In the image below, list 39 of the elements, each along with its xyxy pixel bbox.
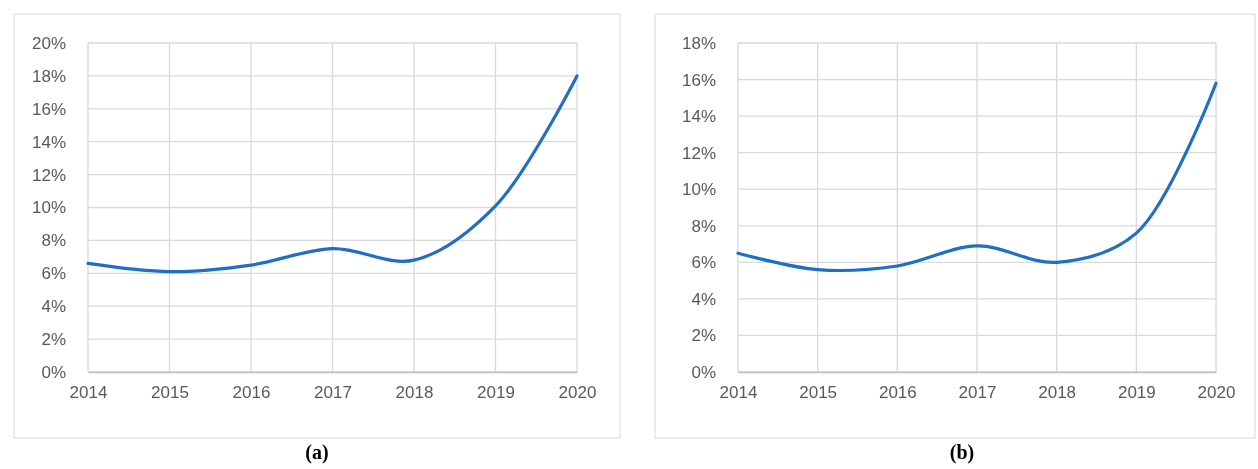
y-tick-label: 2%	[691, 326, 716, 346]
y-tick-label: 14%	[681, 107, 716, 127]
x-tick-label: 2019	[477, 383, 515, 403]
x-tick-label: 2015	[799, 383, 838, 403]
y-tick-label: 6%	[41, 264, 66, 284]
y-tick-label: 12%	[31, 165, 66, 185]
x-tick-label: 2017	[958, 383, 997, 403]
y-tick-label: 18%	[31, 66, 66, 86]
y-tick-label: 16%	[681, 70, 716, 90]
y-tick-label: 10%	[31, 198, 66, 218]
line-series	[736, 81, 1218, 273]
y-tick-label: 18%	[681, 33, 716, 53]
y-tick-label: 12%	[681, 143, 716, 163]
y-tick-label: 6%	[691, 253, 716, 273]
y-tick-label: 14%	[31, 132, 66, 152]
y-tick-label: 20%	[31, 33, 66, 53]
x-tick-label: 2016	[232, 383, 271, 403]
x-tick-label: 2019	[1117, 383, 1156, 403]
y-tick-label: 0%	[41, 362, 66, 382]
y-tick-label: 4%	[691, 289, 716, 309]
y-tick-label: 4%	[41, 297, 66, 317]
line-series	[86, 74, 579, 274]
y-tick-label: 8%	[691, 216, 716, 236]
text: (a)	[305, 441, 329, 464]
x-tick-label: 2018	[1038, 383, 1077, 403]
x-tick-label: 2017	[314, 383, 352, 403]
y-tick-label: 2%	[41, 330, 66, 350]
x-tick-label: 2014	[719, 383, 758, 403]
y-tick-label: 0%	[691, 362, 716, 382]
x-tick-label: 2016	[878, 383, 917, 403]
y-tick-label: 16%	[31, 99, 66, 119]
x-tick-label: 2018	[395, 383, 434, 403]
y-tick-label: 8%	[41, 231, 66, 251]
x-tick-label: 2014	[69, 383, 108, 403]
x-tick-label: 2020	[558, 383, 597, 403]
x-tick-label: 2015	[151, 383, 189, 403]
text: (b)	[949, 441, 975, 464]
x-tick-label: 2020	[1197, 383, 1236, 403]
y-tick-label: 10%	[681, 180, 716, 200]
